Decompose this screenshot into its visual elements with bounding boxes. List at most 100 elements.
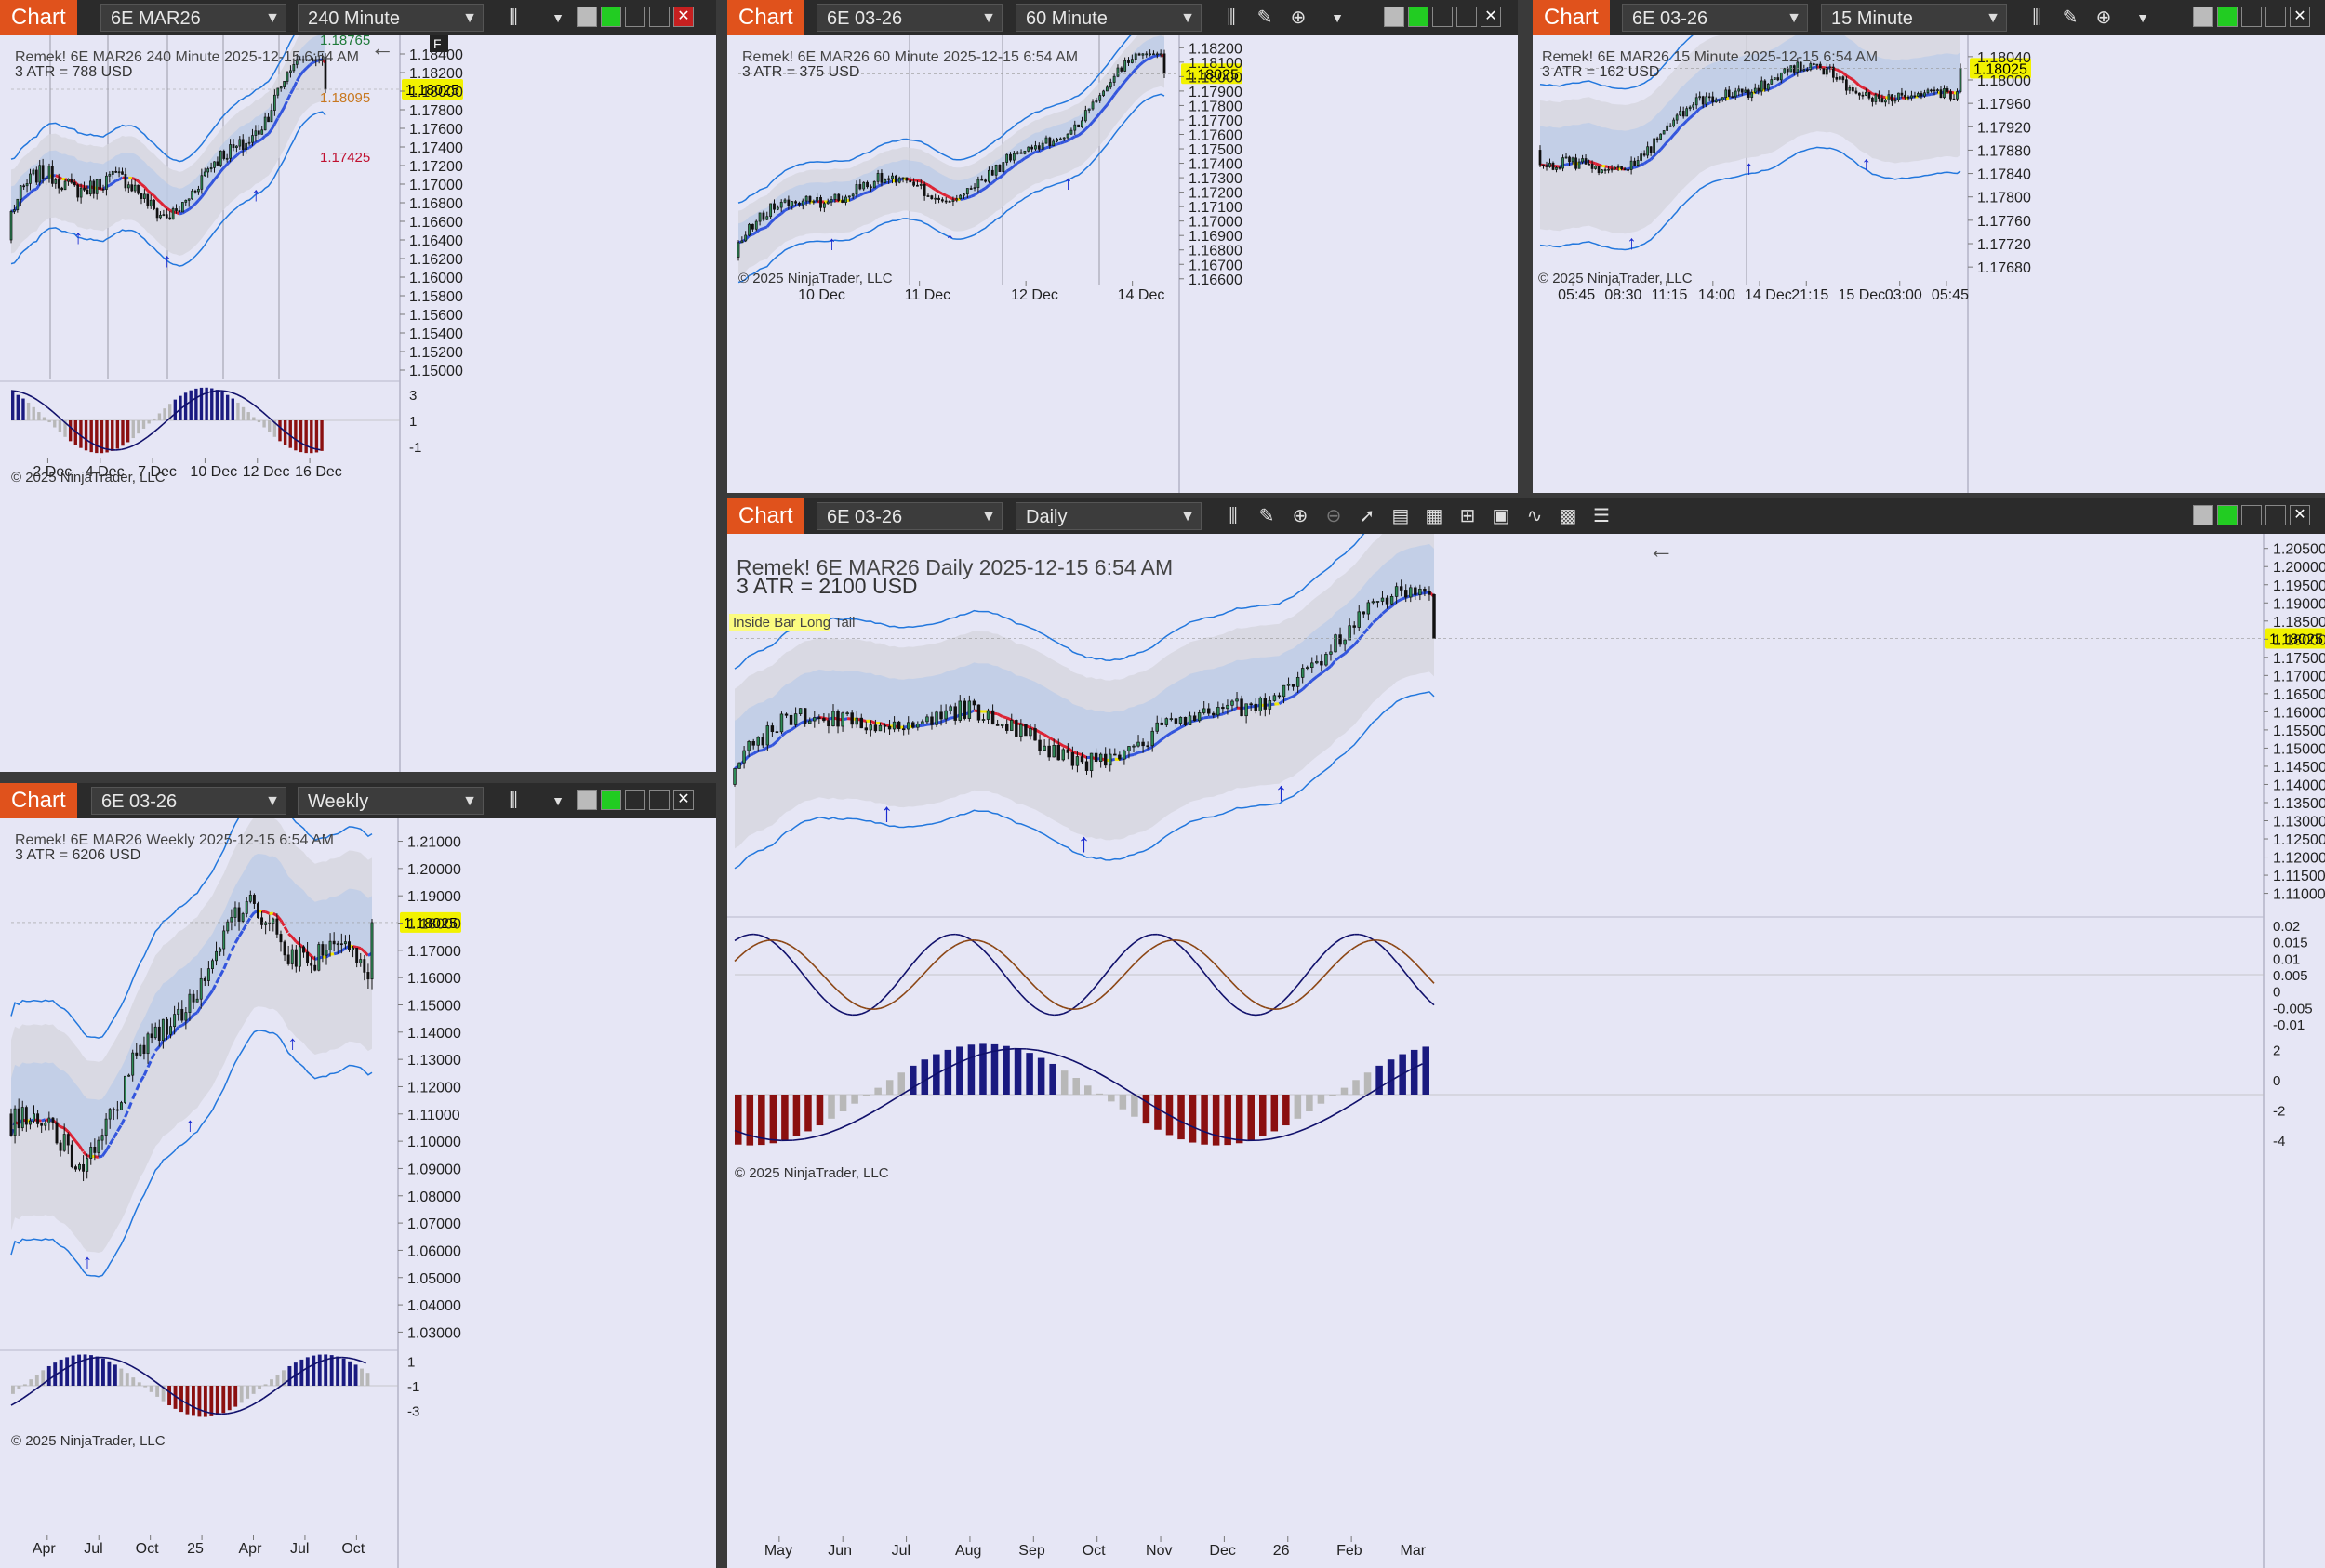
close-button[interactable]: ✕ [1481,7,1501,27]
instrument-selector[interactable]: 6E 03-26 ▼ [91,787,286,815]
link-green-button[interactable] [601,7,621,27]
osc-histogram-bar [1014,1048,1022,1095]
window-toggle-button[interactable] [577,790,597,810]
trend-ma-segment [215,975,221,984]
pointer-icon[interactable]: ➚ [1359,506,1375,526]
bar-type-icon[interactable]: ⫼ [2032,7,2041,28]
list-icon[interactable]: ☰ [1593,506,1610,526]
chart-window-daily[interactable]: Chart 6E 03-26 ▼ Daily ▼ ⫼ ✎ ⊕ ⊖ ➚ ▤ ▦ ⊞ ▣… [727,498,2325,1568]
pencil-icon[interactable]: ✎ [1256,7,1273,28]
chart-window-15min[interactable]: Chart 6E 03-26 ▼ 15 Minute ▼ ⫼ ✎ ⊕ ▼ ✕ ↑ ↑ ↑… [1533,0,2325,493]
interval-selector[interactable]: 15 Minute ▼ [1821,4,2007,32]
osc-line-segment [84,437,90,443]
minimize-button[interactable] [625,790,645,810]
interval-selector[interactable]: Weekly ▼ [298,787,484,815]
data-box-icon[interactable]: ▤ [1391,506,1410,526]
bar-type-icon[interactable]: ⫼ [509,791,518,811]
chart-tab-label[interactable]: Chart [1533,0,1610,35]
osc-line-segment [191,1405,198,1410]
maximize-button[interactable] [649,790,670,810]
chart-tab-label[interactable]: Chart [727,0,804,35]
maximize-button[interactable] [1456,7,1477,27]
window-toggle-button[interactable] [2193,7,2213,27]
x-tick-label: 26 [1273,1543,1290,1559]
plot-area[interactable]: ↑ ↑ ↑ 1.18025 1.18400 1.18200 1.18000 1.17800 1.… [0,35,716,772]
instrument-selector[interactable]: 6E 03-26 ▼ [817,4,1003,32]
minimize-button[interactable] [2241,7,2262,27]
trend-ma-segment [1128,753,1135,757]
osc-histogram-bar [192,1386,195,1416]
close-button[interactable]: ✕ [673,790,694,810]
zoom-in-icon[interactable]: ⊕ [1292,506,1309,526]
candle [161,1018,165,1041]
zoom-icon[interactable]: ⊕ [2095,7,2112,28]
trend-ma-segment [213,175,219,181]
fullscreen-button[interactable] [430,35,448,52]
maximize-button[interactable] [2265,505,2286,525]
window-toggle-button[interactable] [1384,7,1404,27]
strategies-icon[interactable]: ▣ [1492,506,1510,526]
chart-window-60min[interactable]: Chart 6E 03-26 ▼ 60 Minute ▼ ⫼ ✎ ⊕ ▼ ✕ ↑ ↑ ↑… [727,0,1518,493]
candle [199,977,203,1000]
zoom-icon[interactable]: ⊕ [1290,7,1307,28]
y-tick-label: 1.15000 [2273,741,2325,757]
link-green-button[interactable] [601,790,621,810]
candle [779,201,783,208]
zoom-out-icon[interactable]: ⊖ [1325,506,1342,526]
trend-ma-segment [771,739,778,747]
close-button[interactable]: ✕ [2290,7,2310,27]
chart-tab-label[interactable]: Chart [0,0,77,35]
trend-ma-segment [1292,691,1299,698]
link-green-button[interactable] [2217,7,2238,27]
minimize-button[interactable] [625,7,645,27]
chart-tab-label[interactable]: Chart [727,498,804,534]
interval-selector[interactable]: 60 Minute ▼ [1016,4,1202,32]
instrument-selector[interactable]: 6E MAR26 ▼ [100,4,286,32]
plot-area[interactable]: ↑ ↑ ↑ 1.18025 1.18200 1.18100 1.18000 1.17900 1.… [727,35,1518,493]
macd-line-segment [1006,977,1013,985]
link-green-button[interactable] [1408,7,1428,27]
minimize-button[interactable] [2241,505,2262,525]
instrument-selector[interactable]: 6E 03-26 ▼ [817,502,1003,530]
macd-line-segment [1016,989,1022,996]
interval-selector[interactable]: 240 Minute ▼ [298,4,484,32]
plot-area[interactable]: ↑ ↑ ↑ 1.18025 1.21000 1.20000 1.19000 1.18000 1.… [0,818,716,1568]
bar-type-icon[interactable]: ⫼ [509,7,518,28]
bar-type-icon[interactable]: ⫼ [1227,7,1236,28]
close-button[interactable]: ✕ [2290,505,2310,525]
link-green-button[interactable] [2217,505,2238,525]
bar-type-icon[interactable]: ⫼ [1229,506,1238,526]
chevron-down-icon[interactable]: ▼ [551,793,565,808]
maximize-button[interactable] [2265,7,2286,27]
window-toggle-button[interactable] [2193,505,2213,525]
properties-icon[interactable]: ▦ [1425,506,1443,526]
chart-tab-label[interactable]: Chart [0,783,77,818]
window-toggle-button[interactable] [577,7,597,27]
plot-area[interactable]: ↑ ↑ ↑ 1.18025 1.20500 1.20000 1.19500 1.19000 1.… [727,534,2325,1568]
indicators-icon[interactable]: ∿ [1526,506,1543,526]
candle [235,145,238,148]
maximize-button[interactable] [649,7,670,27]
templates-icon[interactable]: ⊞ [1459,506,1476,526]
chart-style-icon[interactable]: ▩ [1559,506,1577,526]
interval-selector[interactable]: Daily ▼ [1016,502,1202,530]
candle [905,177,909,181]
osc-line-segment [73,430,80,435]
close-button[interactable]: ✕ [673,7,694,27]
minimize-button[interactable] [1432,7,1453,27]
pencil-icon[interactable]: ✎ [1258,506,1275,526]
chevron-down-icon[interactable]: ▼ [551,10,565,25]
osc-line-segment [275,1384,283,1390]
chevron-down-icon[interactable]: ▼ [1331,10,1344,25]
candle [1037,145,1041,150]
pencil-icon[interactable]: ✎ [2062,7,2079,28]
trend-ma-segment [762,746,769,751]
chart-window-weekly[interactable]: Chart 6E 03-26 ▼ Weekly ▼ ⫼ ▼ ✕ ↑ ↑ ↑ 1.18025… [0,783,716,1568]
chevron-down-icon[interactable]: ▼ [2136,10,2149,25]
chart-window-240min[interactable]: Chart 6E MAR26 ▼ 240 Minute ▼ ⫼ ▼ ✕ ↑ ↑ ↑ 1.1… [0,0,716,772]
plot-area[interactable]: ↑ ↑ ↑ 1.18025 1.18040 1.18000 1.17960 1.17920 1.… [1533,35,2325,493]
y-tick-label: 1.16800 [1189,244,1242,259]
candle [990,710,995,725]
instrument-selector[interactable]: 6E 03-26 ▼ [1622,4,1808,32]
macd-line-segment [1165,936,1172,940]
